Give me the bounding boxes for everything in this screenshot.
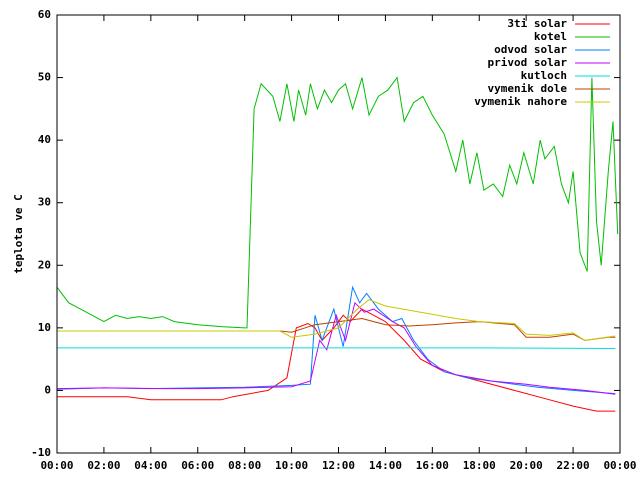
x-tick-label: 06:00	[181, 459, 214, 472]
x-tick-label: 22:00	[557, 459, 590, 472]
x-tick-label: 00:00	[603, 459, 636, 472]
x-tick-label: 20:00	[510, 459, 543, 472]
x-tick-label: 14:00	[369, 459, 402, 472]
x-tick-label: 08:00	[228, 459, 261, 472]
series-line	[56, 76, 619, 329]
y-axis-label: teplota ve C	[12, 194, 25, 273]
x-tick-label: 10:00	[275, 459, 308, 472]
y-tick-label: 60	[38, 8, 51, 21]
legend-label: vymenik dole	[488, 82, 568, 95]
x-tick-label: 02:00	[87, 459, 120, 472]
x-tick-label: 18:00	[463, 459, 496, 472]
y-tick-label: -10	[31, 446, 51, 459]
y-tick-label: 20	[38, 258, 51, 271]
legend-label: kutloch	[521, 69, 567, 82]
series-line	[57, 347, 616, 349]
series-line	[57, 299, 616, 341]
y-tick-label: 10	[38, 321, 51, 334]
legend-label: vymenik nahore	[474, 95, 567, 108]
y-tick-label: 0	[44, 383, 51, 396]
legend-label: kotel	[534, 30, 567, 43]
series-line	[56, 285, 616, 395]
y-tick-label: 50	[38, 71, 51, 84]
legend-label: odvod solar	[494, 43, 567, 56]
y-tick-label: 40	[38, 133, 51, 146]
x-tick-label: 04:00	[134, 459, 167, 472]
series-line	[57, 317, 616, 341]
x-tick-label: 12:00	[322, 459, 355, 472]
x-tick-label: 16:00	[416, 459, 449, 472]
plot-border	[56, 14, 621, 454]
y-tick-label: 30	[38, 196, 51, 209]
series-line	[57, 308, 616, 412]
legend-label: privod solar	[488, 56, 568, 69]
x-tick-label: 00:00	[40, 459, 73, 472]
legend-label: 3ti solar	[507, 17, 567, 30]
